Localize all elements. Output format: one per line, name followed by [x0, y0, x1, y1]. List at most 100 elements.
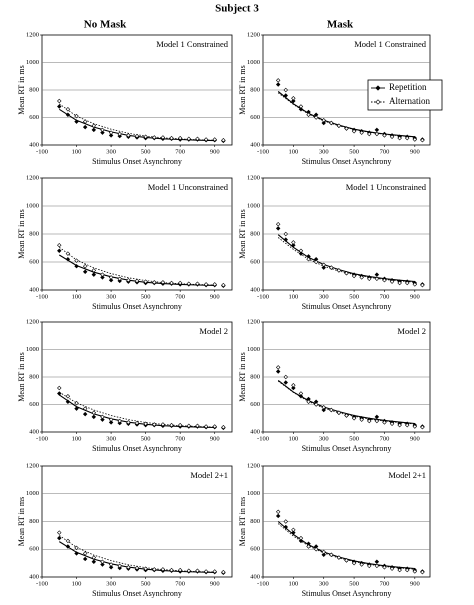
y-tick-label: 1000	[247, 490, 260, 497]
data-point	[169, 280, 174, 286]
data-point	[374, 414, 380, 420]
data-point	[152, 135, 157, 140]
data-point	[329, 120, 334, 126]
data-point	[160, 422, 166, 427]
data-point	[100, 417, 105, 422]
data-point	[57, 98, 62, 104]
data-point	[344, 270, 349, 276]
data-point	[177, 135, 183, 141]
data-point	[160, 135, 166, 140]
data-point	[291, 385, 296, 391]
data-point	[291, 383, 296, 388]
data-point	[108, 565, 114, 570]
data-point	[351, 560, 357, 566]
data-point	[374, 559, 380, 564]
y-axis-label: Mean RT in ms	[238, 209, 247, 258]
x-tick-label: 900	[210, 148, 220, 155]
data-point	[91, 555, 97, 560]
data-point	[321, 549, 326, 555]
data-point	[91, 414, 97, 420]
legend-marker	[375, 85, 381, 91]
y-tick-label: 800	[250, 230, 260, 237]
data-point	[283, 93, 288, 98]
x-tick-label: -100	[36, 293, 48, 300]
data-point	[100, 414, 105, 420]
data-point	[389, 134, 395, 139]
data-point	[65, 538, 71, 544]
data-point	[367, 418, 372, 424]
data-point	[351, 273, 357, 279]
y-tick-label: 1200	[26, 462, 39, 469]
data-point	[367, 563, 372, 569]
y-tick-label: 1200	[26, 31, 39, 38]
x-tick-label: 500	[349, 580, 359, 587]
data-point	[117, 131, 122, 137]
y-axis-label: Mean RT in ms	[17, 65, 26, 114]
data-point	[389, 421, 395, 426]
x-tick-label: 900	[210, 293, 220, 300]
data-point	[397, 422, 402, 428]
data-point	[108, 420, 114, 425]
x-tick-label: 700	[175, 293, 185, 300]
data-point	[134, 565, 140, 571]
y-tick-label: 1000	[26, 346, 39, 353]
data-point	[275, 226, 281, 231]
data-point	[344, 558, 349, 563]
data-point	[143, 566, 148, 571]
data-point	[177, 422, 183, 428]
y-tick-label: 400	[250, 141, 260, 148]
data-point	[100, 275, 105, 280]
chart-title: Model 2+1	[388, 470, 426, 480]
y-axis-label: Mean RT in ms	[17, 497, 26, 546]
y-tick-label: 1200	[247, 462, 260, 469]
y-tick-label: 1200	[26, 318, 39, 325]
data-point	[108, 275, 114, 280]
y-axis-label: Mean RT in ms	[238, 497, 247, 546]
data-point	[117, 418, 122, 424]
x-axis-label: Stimulus Onset Asynchrony	[302, 444, 392, 453]
data-point	[203, 569, 209, 574]
data-point	[367, 131, 372, 137]
data-point	[74, 113, 79, 119]
x-tick-label: 300	[106, 148, 116, 155]
x-tick-label: 700	[380, 293, 390, 300]
data-point	[389, 566, 395, 571]
x-tick-label: 300	[319, 148, 329, 155]
x-tick-label: 300	[319, 293, 329, 300]
data-point	[275, 513, 281, 519]
data-point	[291, 240, 296, 245]
x-tick-label: 500	[141, 435, 151, 442]
data-point	[291, 98, 296, 104]
data-point	[57, 385, 62, 391]
x-tick-label: 900	[210, 580, 220, 587]
x-tick-label: -100	[36, 435, 48, 442]
data-point	[152, 567, 157, 572]
data-point	[321, 118, 326, 123]
chart-title: Model 1 Unconstrained	[148, 182, 229, 192]
data-point	[91, 410, 97, 415]
data-point	[82, 406, 88, 411]
data-point	[108, 130, 114, 135]
data-point	[143, 134, 148, 139]
x-tick-label: 700	[175, 580, 185, 587]
data-point	[359, 562, 364, 567]
data-point	[65, 251, 71, 256]
x-axis-label: Stimulus Onset Asynchrony	[92, 302, 182, 311]
x-axis-label: Stimulus Onset Asynchrony	[92, 444, 182, 453]
data-point	[306, 399, 311, 404]
y-axis-label: Mean RT in ms	[238, 352, 247, 401]
data-point	[134, 133, 140, 139]
x-tick-label: 900	[410, 293, 420, 300]
y-tick-label: 600	[250, 258, 260, 265]
data-point	[374, 272, 380, 277]
data-point	[82, 269, 88, 275]
data-point	[351, 416, 357, 421]
data-point	[336, 410, 342, 415]
data-point	[195, 136, 200, 142]
data-point	[412, 282, 418, 287]
x-tick-label: 300	[106, 435, 116, 442]
data-point	[283, 524, 288, 530]
y-tick-label: 400	[29, 141, 39, 148]
data-point	[291, 530, 296, 535]
y-tick-label: 800	[29, 230, 39, 237]
